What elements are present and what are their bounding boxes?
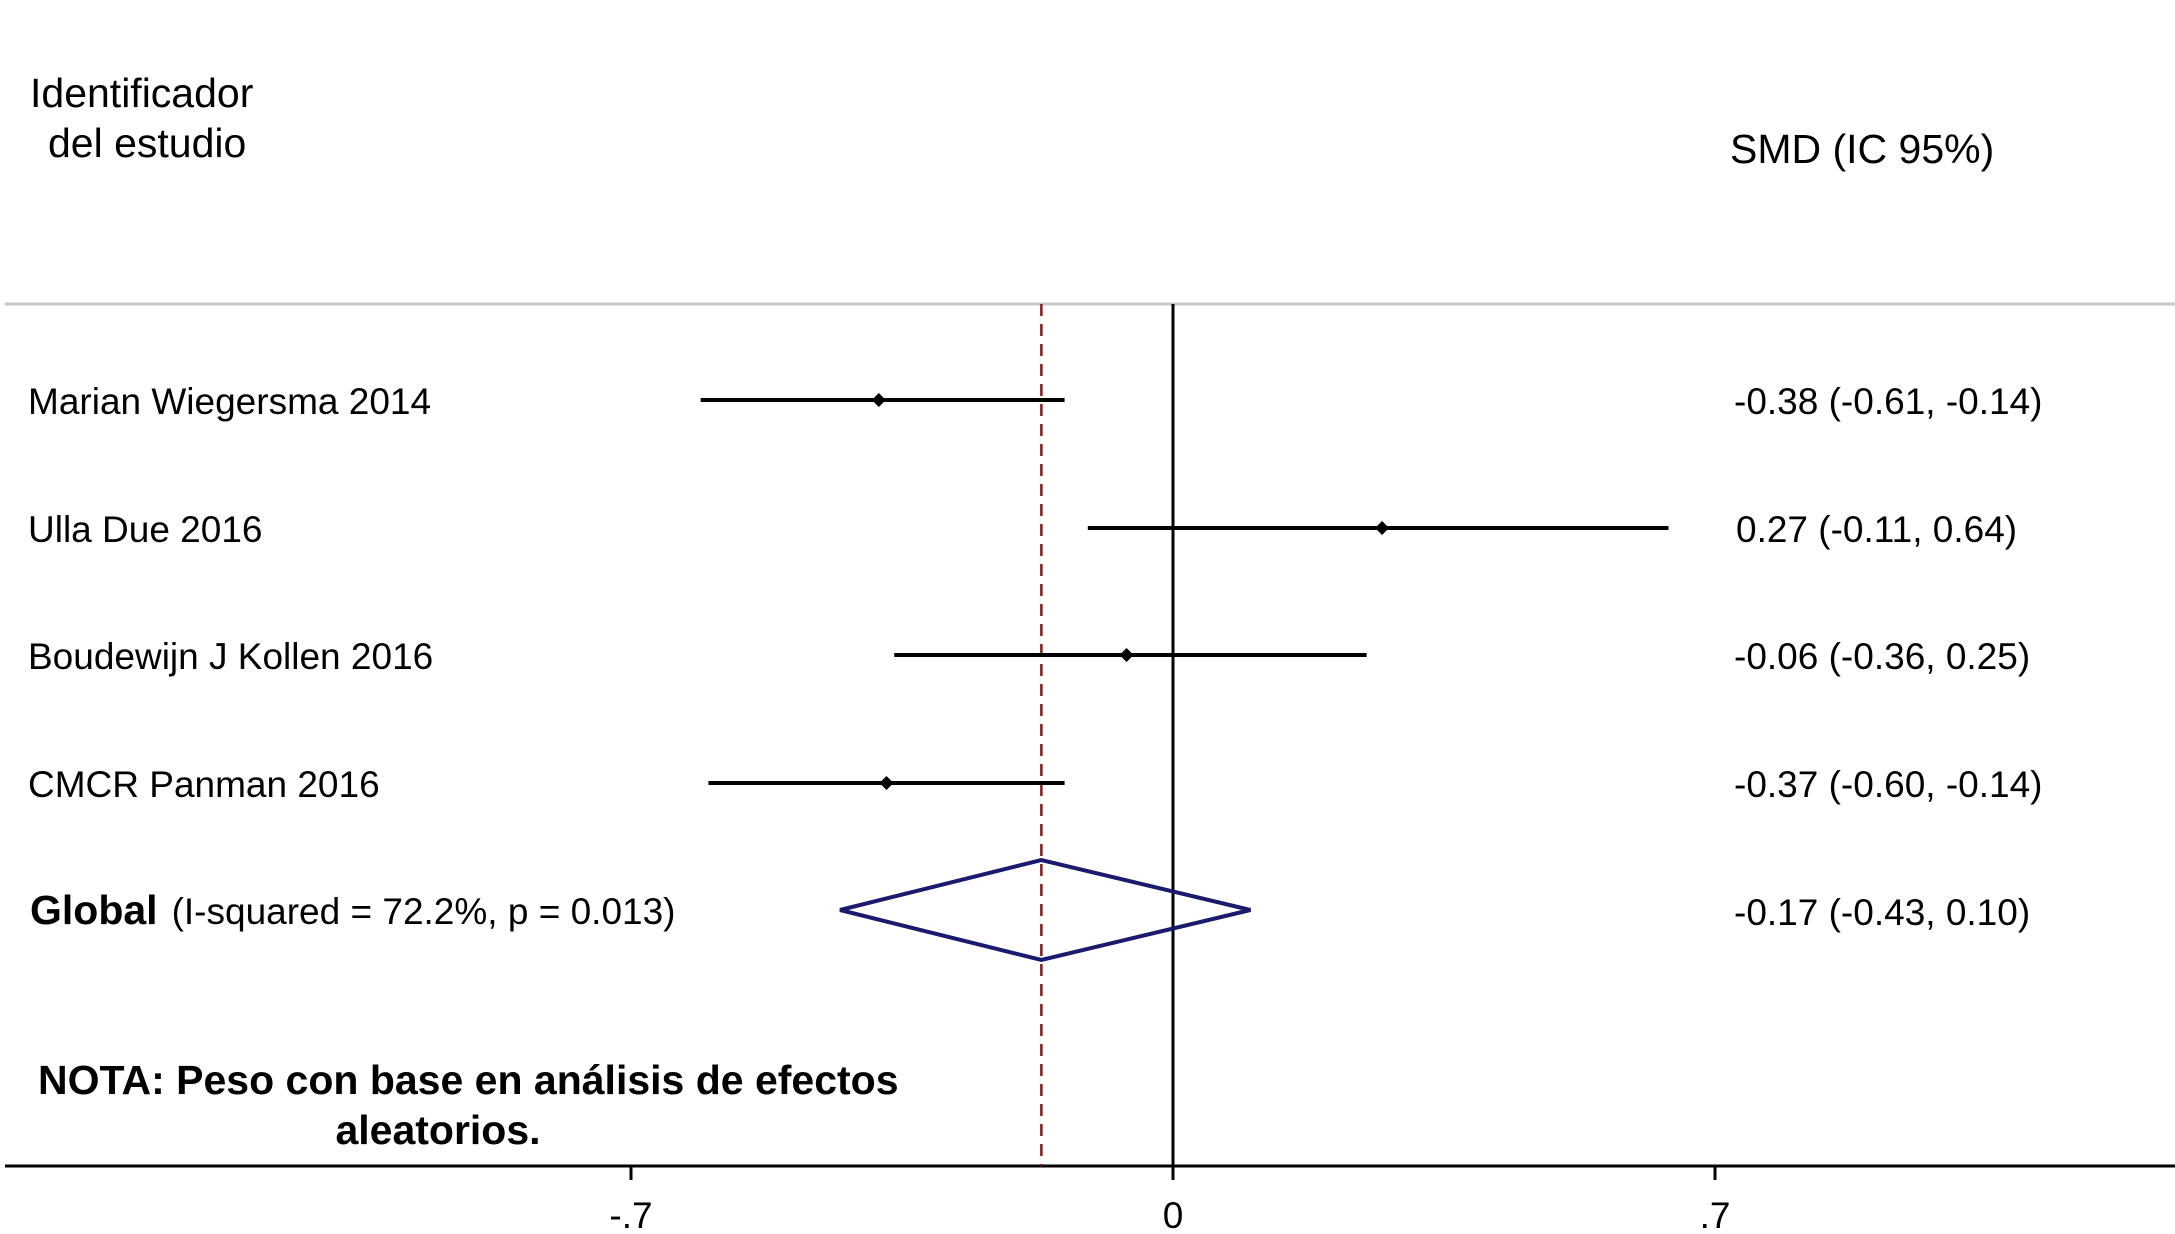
effect-value: -0.38 (-0.61, -0.14) [1734, 381, 2043, 422]
overall-label: Global [30, 887, 158, 933]
note: NOTA: Peso con base en análisis de efect… [38, 1055, 899, 1155]
effect-value-overall: -0.17 (-0.43, 0.10) [1734, 892, 2031, 933]
study-label: Boudewijn J Kollen 2016 [28, 636, 434, 677]
point-estimate [879, 776, 894, 790]
note-line2: aleatorios. [335, 1107, 541, 1153]
x-tick-label: -.7 [609, 1195, 652, 1234]
x-tick-label: .7 [1700, 1195, 1731, 1234]
point-estimate [1119, 648, 1134, 662]
study-column-header: Identificador del estudio [30, 68, 253, 168]
study-column-header-line2: del estudio [48, 120, 247, 166]
study-label: CMCR Panman 2016 [28, 764, 380, 805]
effect-value: -0.37 (-0.60, -0.14) [1734, 764, 2043, 805]
study-label: Marian Wiegersma 2014 [28, 381, 432, 422]
heterogeneity-label: (I-squared = 72.2%, p = 0.013) [171, 891, 676, 932]
study-column-header-line1: Identificador [30, 70, 254, 116]
study-label: Ulla Due 2016 [28, 509, 263, 550]
note-line1: NOTA: Peso con base en análisis de efect… [38, 1057, 899, 1103]
overall-diamond [839, 857, 1251, 963]
effect-column-header: SMD (IC 95%) [1730, 126, 1995, 172]
effect-value: -0.06 (-0.36, 0.25) [1734, 636, 2031, 677]
point-estimate [871, 393, 886, 407]
x-tick-label: 0 [1163, 1195, 1184, 1234]
point-estimate [1375, 521, 1390, 535]
effect-value: 0.27 (-0.11, 0.64) [1736, 509, 2018, 550]
overall-label-row: Global (I-squared = 72.2%, p = 0.013) [30, 888, 676, 934]
